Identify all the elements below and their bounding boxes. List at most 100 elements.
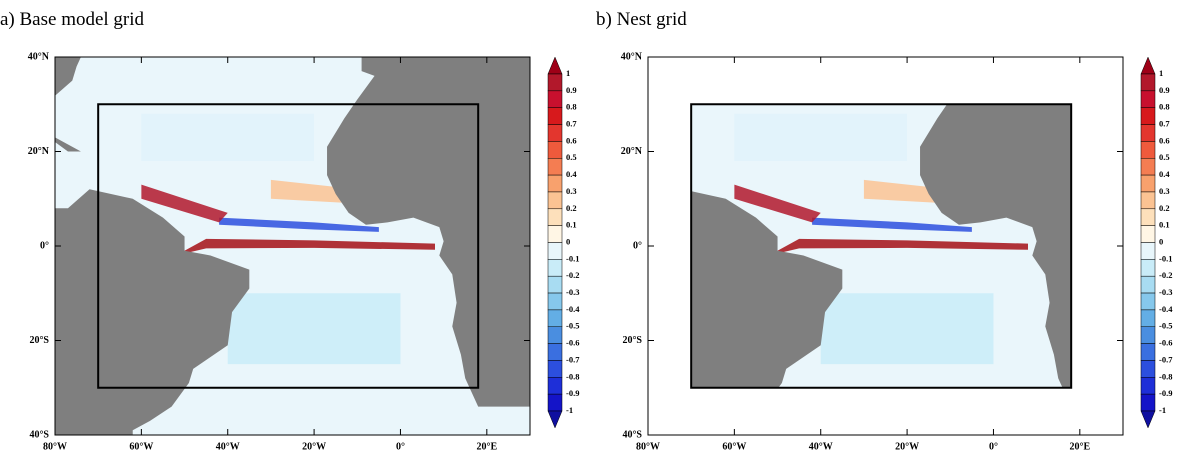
nest-box [690,103,1073,389]
x-tick-label: 20°E [476,441,497,452]
colorbar-box [1140,225,1156,243]
ocean-anomaly [863,179,951,204]
y-tick-label: 40°N [621,51,643,62]
colorbar-label: 0.2 [1159,203,1170,213]
colorbar-label: 0.8 [1159,102,1170,112]
colorbar-label: -0.6 [566,338,579,348]
x-tick-label: 40°W [216,441,240,452]
colorbar-label: -0.2 [1159,270,1172,280]
nest-box [97,103,480,389]
colorbar-box [547,90,563,108]
map-field [55,57,530,435]
colorbar-label: 0.4 [566,169,577,179]
land [55,57,81,124]
colorbar-label: -0.7 [1159,354,1173,364]
land [55,189,250,435]
colorbar-box [547,275,563,294]
y-tick-label: 20°N [28,146,50,157]
colorbar-label: 0.3 [1159,186,1170,196]
colorbar-box [547,225,563,243]
x-tick-label: 20°W [302,441,326,452]
colorbar-label: 0.6 [1159,135,1170,145]
colorbar-triangle [1140,410,1156,429]
colorbar-label: -0.6 [1159,338,1172,348]
colorbar-label: 0.7 [1159,119,1170,129]
colorbar-box [1140,73,1156,92]
ocean-anomaly [141,113,315,161]
y-tick-label: 20°S [29,335,49,346]
colorbar-label: 0.3 [566,186,577,196]
ocean-anomaly [175,238,435,256]
colorbar-box [547,158,563,176]
colorbar-box [1140,259,1156,277]
colorbar-label: 0.4 [1159,169,1170,179]
colorbar-label: 0.5 [1159,152,1170,162]
colorbar-box [547,292,563,311]
land [691,191,843,388]
colorbar-label: 0.2 [566,203,577,213]
colorbar-box [1140,377,1156,395]
colorbar-label: 0.9 [1159,85,1170,95]
colorbar-box [547,174,563,193]
colorbar-box [547,208,563,226]
x-tick-label: 80°W [43,441,67,452]
x-tick-label: 40°W [809,441,833,452]
colorbar-box [547,124,563,142]
colorbar-box [547,259,563,277]
colorbar-label: -0.4 [1159,304,1173,314]
colorbar-box [1140,90,1156,108]
colorbar-label: 0 [566,236,570,246]
y-tick-label: 40°N [28,51,50,62]
colorbar-box [547,377,563,395]
y-tick-label: 40°S [622,429,642,440]
ocean-anomaly [734,184,821,223]
colorbar-label: 0.8 [566,102,577,112]
y-tick-label: 20°N [621,146,643,157]
colorbar-label: -0.2 [566,270,579,280]
colorbar-box [547,326,563,344]
colorbar-label: -0.8 [566,371,579,381]
colorbar-box [1140,141,1156,159]
x-tick-label: 20°E [1069,441,1090,452]
colorbar-label: -1 [1159,405,1166,415]
colorbar-label: -1 [566,405,573,415]
colorbar-box [1140,124,1156,142]
colorbar-label: 1 [1159,68,1163,78]
colorbar-label: -0.7 [566,354,580,364]
colorbar-box [547,360,563,378]
colorbar-box [547,343,563,361]
colorbar-box [547,393,563,412]
colorbar-box [547,242,563,260]
colorbar-box [1140,158,1156,176]
panel-title: b) Nest grid [596,9,687,30]
map-field [691,104,1072,388]
y-tick-label: 0° [40,240,49,251]
colorbar-label: -0.5 [566,321,579,331]
colorbar-label: -0.1 [566,253,579,263]
x-tick-label: 0° [396,441,405,452]
ocean-anomaly [227,293,401,365]
ocean-anomaly [820,293,994,365]
colorbar-box [1140,309,1156,327]
colorbar-box [1140,275,1156,294]
ocean-anomaly [812,217,972,232]
colorbar-box [1140,174,1156,193]
colorbar-triangle [547,56,563,75]
colorbar-box [1140,393,1156,412]
colorbar-label: -0.3 [1159,287,1172,297]
land [327,57,530,407]
ocean-anomaly [141,184,228,223]
x-tick-label: 60°W [129,441,153,452]
colorbar-box [1140,242,1156,260]
x-tick-label: 80°W [636,441,660,452]
ocean-anomaly [270,179,358,204]
colorbar-label: 0.1 [1159,220,1170,230]
y-tick-label: 0° [633,240,642,251]
colorbar-label: -0.4 [566,304,580,314]
colorbar-label: -0.3 [566,287,579,297]
colorbar-label: -0.9 [566,388,579,398]
colorbar-label: -0.5 [1159,321,1172,331]
colorbar-box [547,141,563,159]
